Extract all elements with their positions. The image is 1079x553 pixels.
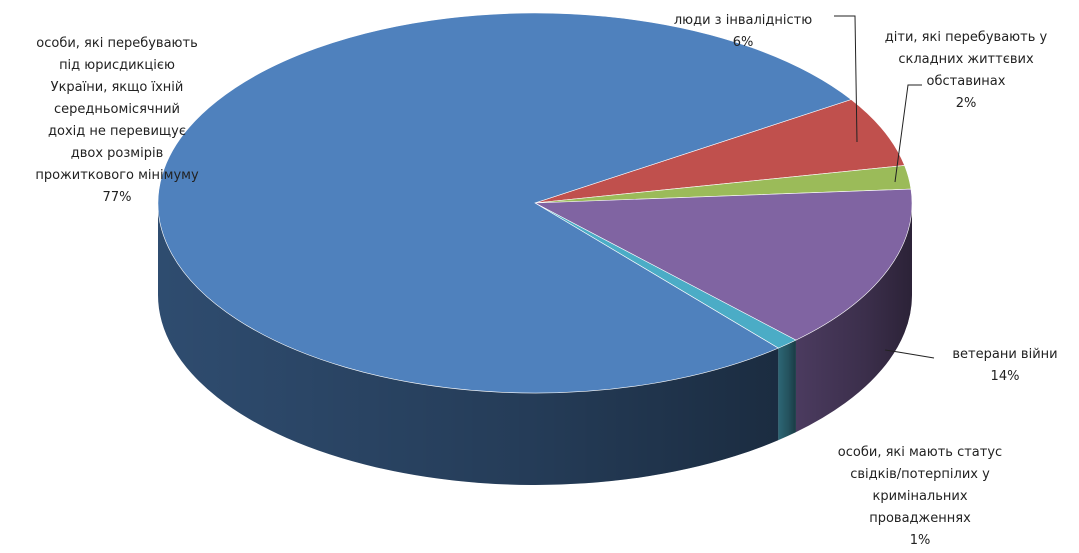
data-label-text-2-1: складних життєвих [898,52,1034,67]
data-label-value-3: 14% [991,369,1020,384]
data-label-text-4-0: особи, які мають статус [838,445,1002,460]
pie-top-surfaces [157,12,913,394]
data-label-text-0-2: України, якщо їхній [51,80,184,95]
data-label-text-2-2: обставинах [927,74,1006,89]
data-label-text-0-6: прожиткового мінімуму [35,168,199,183]
pie-slice-1 [534,99,905,204]
leader-line-0 [834,15,858,143]
data-label-text-0-3: середньомісячний [54,102,180,117]
data-label-text-3-0: ветерани війни [952,347,1057,362]
data-label-text-0-5: двох розмірів [71,146,164,161]
leader-lines [834,15,935,359]
slice-side-shade-4 [778,340,796,441]
data-label-text-2-0: діти, які перебувають у [885,30,1048,45]
data-label-value-0: 77% [103,190,132,205]
slice-side-shade-3 [795,203,912,433]
data-label-text-4-3: провадженнях [869,511,971,526]
data-label-text-0-0: особи, які перебувають [36,36,197,51]
pie-slice-0 [157,12,852,394]
data-label-value-1: 6% [733,35,754,50]
leader-line-1 [894,84,922,183]
slice-side-shade-0 [158,203,779,485]
leader-line-2 [884,349,935,359]
data-label-text-1-0: люди з інвалідністю [674,13,812,28]
data-label-value-2: 2% [956,96,977,111]
data-label-text-0-4: дохід не перевищує [48,124,186,139]
pie-slice-3 [533,188,913,341]
data-label-text-4-1: свідків/потерпілих у [850,467,990,482]
data-label-value-4: 1% [910,533,931,548]
pie-side-walls [158,203,912,485]
data-labels: особи, які перебувають під юрисдикцією Укр… [35,13,1057,548]
data-label-text-4-2: кримінальних [872,489,967,504]
data-label-text-0-1: під юрисдикцією [59,58,175,73]
